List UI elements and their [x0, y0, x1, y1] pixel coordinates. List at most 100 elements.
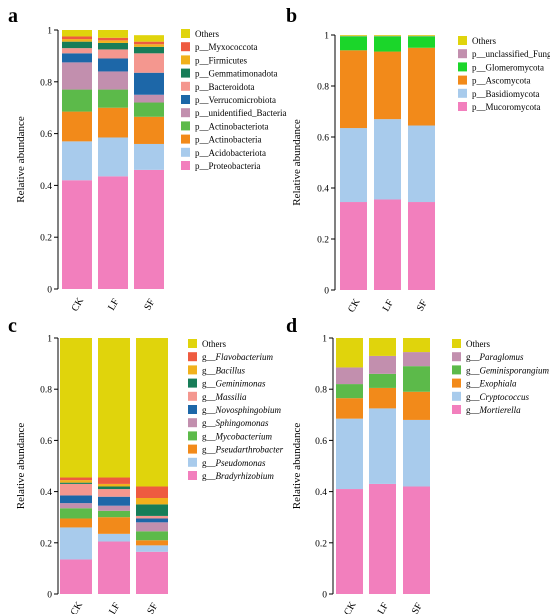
legend-label: p__Basidiomycota — [472, 89, 540, 99]
x-category-label: SF — [142, 297, 157, 313]
bar-segment-lf-p-verrucomicrobiota — [98, 58, 128, 72]
legend-swatch — [188, 352, 197, 362]
bar-segment-ck-p-acidobacteriota — [62, 141, 92, 181]
legend-label: g__Pseudarthrobacter — [202, 445, 284, 455]
bar-segment-ck-g-exophiala — [336, 398, 363, 419]
bar-segment-sf-g-cryptococcus — [403, 419, 430, 487]
x-category-label: SF — [145, 601, 160, 614]
y-axis-label: Relative abundance — [15, 423, 27, 510]
chart-panel-d: d 0 0.2 0.4 0.6 0.8 1 Relative abundance CK LF SF O… — [286, 315, 550, 614]
legend-swatch — [452, 378, 461, 388]
legend-swatch — [188, 339, 197, 348]
y-tick-label: 0.8 — [315, 386, 327, 396]
legend-label: g__Bradyrhizobium — [202, 471, 274, 481]
bar-segment-sf-g-massilia — [136, 515, 168, 519]
bar-segment-ck-others — [60, 338, 92, 478]
legend-label: g__Cryptococcus — [466, 392, 529, 402]
legend-label: p__Acidobacteriota — [195, 148, 266, 158]
legend-label: g__Massilia — [202, 392, 247, 402]
bar-segment-ck-p-actinobacteria — [62, 111, 92, 142]
bar-segment-ck-p-unclassified-fungi — [340, 35, 367, 37]
legend-label: g__Mortierella — [466, 405, 521, 415]
bar-segment-ck-others — [340, 35, 367, 36]
y-tick-label: 0.6 — [40, 130, 52, 140]
legend-label: g__Geminimonas — [202, 379, 266, 389]
legend-label: Others — [195, 29, 219, 39]
legend-swatch — [188, 431, 197, 441]
bar-segment-lf-g-pseudarthrobacter — [98, 517, 130, 534]
bar-segment-sf-p-actinobacteria — [134, 116, 164, 144]
y-tick-label: 0.6 — [40, 437, 52, 447]
panel-label: c — [8, 315, 17, 337]
legend-label: g__Novosphingobium — [202, 405, 282, 415]
bar-segment-lf-p-mucoromycota — [374, 199, 401, 290]
panel-label: d — [286, 315, 297, 337]
bar-segment-lf-g-mycobacterium — [98, 510, 130, 518]
bar-segment-sf-p-glomeromycota — [408, 36, 435, 48]
x-category-label: LF — [376, 601, 392, 614]
bar-segment-sf-g-bacillus — [136, 498, 168, 505]
bar-segment-ck-g-massilia — [60, 483, 92, 496]
legend-swatch — [458, 62, 467, 72]
bar-segment-lf-p-actinobacteria — [98, 107, 128, 138]
y-axis-label: Relative abundance — [291, 423, 303, 510]
legend-label: g__Exophiala — [466, 379, 517, 389]
chart-panel-a: a 0 0.2 0.4 0.6 0.8 1 Relative abundance CK LF SF O… — [8, 5, 286, 314]
bar-segment-ck-p-myxococcota — [62, 36, 92, 40]
bar-segment-sf-g-paraglomus — [403, 352, 430, 367]
legend-swatch — [188, 418, 197, 428]
bar-segment-ck-p-unidentified-bacteria — [62, 62, 92, 90]
bar-segment-lf-p-actinobacteriota — [98, 89, 128, 108]
y-tick-label: 1 — [324, 32, 329, 42]
legend-label: p__Gemmatimonadota — [195, 69, 277, 79]
legend-swatch — [181, 108, 190, 118]
bar-segment-ck-g-flavobacterium — [60, 477, 92, 481]
legend-label: p__Verrucomicrobiota — [195, 95, 276, 105]
bar-segment-lf-g-cryptococcus — [369, 408, 396, 484]
legend-label: g__Pseudomonas — [202, 458, 266, 468]
bar-segment-sf-g-sphingomonas — [136, 522, 168, 532]
bar-segment-sf-p-ascomycota — [408, 47, 435, 126]
legend-label: g__Sphingomonas — [202, 418, 269, 428]
bar-segment-sf-others — [403, 338, 430, 353]
bar-segment-lf-p-proteobacteria — [98, 176, 128, 289]
y-tick-label: 0.2 — [40, 539, 52, 549]
bar-segment-lf-g-geminimonas — [98, 486, 130, 490]
bar-segment-lf-g-mortierella — [369, 483, 396, 594]
legend-swatch — [181, 42, 190, 52]
legend-swatch — [452, 352, 461, 362]
bar-segment-sf-p-mucoromycota — [408, 202, 435, 290]
y-tick-label: 0 — [47, 286, 52, 296]
legend-swatch — [458, 102, 467, 111]
bar-segment-sf-others — [136, 338, 168, 487]
legend-label: p__Ascomycota — [472, 76, 531, 86]
legend-swatch — [181, 29, 190, 38]
bar-segment-ck-p-actinobacteriota — [62, 89, 92, 112]
y-tick-label: 0.4 — [315, 488, 327, 498]
bar-segment-sf-g-pseudomonas — [136, 545, 168, 552]
bar-segment-sf-p-basidiomycota — [408, 125, 435, 203]
x-category-label: LF — [106, 297, 122, 313]
legend-swatch — [181, 147, 190, 157]
bar-segment-ck-g-geminimonas — [60, 482, 92, 484]
bar-segment-sf-p-unclassified-fungi — [408, 35, 435, 37]
bar-segment-sf-p-bacteroidota — [134, 53, 164, 73]
bar-segment-ck-p-verrucomicrobiota — [62, 53, 92, 63]
legend-label: p__Myxococcota — [195, 42, 257, 52]
bar-segment-ck-g-cryptococcus — [336, 418, 363, 490]
x-category-label: LF — [107, 601, 123, 614]
bar-segment-sf-p-myxococcota — [134, 41, 164, 45]
y-tick-label: 0.4 — [40, 488, 52, 498]
x-category-label: LF — [381, 298, 397, 314]
legend-swatch — [188, 444, 197, 454]
y-tick-label: 0 — [322, 591, 327, 601]
legend-swatch — [181, 161, 190, 170]
legend-swatch — [188, 405, 197, 414]
x-category-label: CK — [342, 599, 359, 614]
legend-swatch — [458, 88, 467, 98]
bar-segment-lf-g-novosphingobium — [98, 496, 130, 506]
legend-label: Others — [472, 36, 496, 46]
legend-label: p__unclassified_Fungi — [472, 49, 550, 59]
bar-segment-lf-p-unclassified-fungi — [374, 35, 401, 37]
y-tick-label: 0.2 — [40, 234, 52, 244]
